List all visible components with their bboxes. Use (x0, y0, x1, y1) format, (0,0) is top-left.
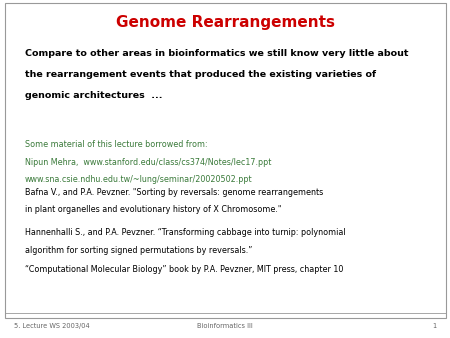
Text: Bioinformatics III: Bioinformatics III (197, 322, 253, 329)
Text: Bafna V., and P.A. Pevzner. "Sorting by reversals: genome rearrangements: Bafna V., and P.A. Pevzner. "Sorting by … (25, 188, 323, 197)
Text: genomic architectures  ...: genomic architectures ... (25, 91, 162, 100)
Text: www.sna.csie.ndhu.edu.tw/~lung/seminar/20020502.ppt: www.sna.csie.ndhu.edu.tw/~lung/seminar/2… (25, 175, 252, 185)
Text: Genome Rearrangements: Genome Rearrangements (116, 15, 334, 30)
Text: 1: 1 (432, 322, 436, 329)
Text: the rearrangement events that produced the existing varieties of: the rearrangement events that produced t… (25, 70, 376, 79)
Text: algorithm for sorting signed permutations by reversals.”: algorithm for sorting signed permutation… (25, 246, 252, 255)
Text: Hannenhalli S., and P.A. Pevzner. “Transforming cabbage into turnip: polynomial: Hannenhalli S., and P.A. Pevzner. “Trans… (25, 228, 346, 237)
Text: “Computational Molecular Biology” book by P.A. Pevzner, MIT press, chapter 10: “Computational Molecular Biology” book b… (25, 265, 343, 274)
Text: 5. Lecture WS 2003/04: 5. Lecture WS 2003/04 (14, 322, 89, 329)
Text: Some material of this lecture borrowed from:: Some material of this lecture borrowed f… (25, 140, 207, 149)
Text: in plant organelles and evolutionary history of X Chromosome.": in plant organelles and evolutionary his… (25, 205, 281, 214)
Text: Nipun Mehra,  www.stanford.edu/class/cs374/Notes/lec17.ppt: Nipun Mehra, www.stanford.edu/class/cs37… (25, 158, 271, 167)
Text: Compare to other areas in bioinformatics we still know very little about: Compare to other areas in bioinformatics… (25, 49, 408, 58)
